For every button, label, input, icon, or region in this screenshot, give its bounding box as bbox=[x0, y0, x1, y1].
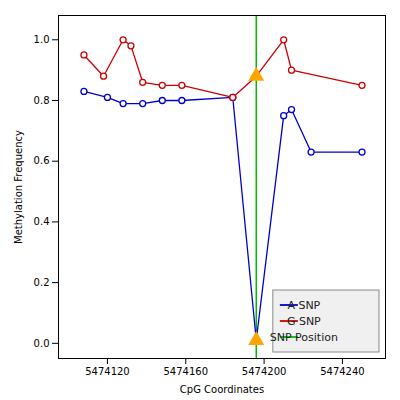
svg-text:0.0: 0.0 bbox=[34, 338, 50, 349]
svg-text:0.4: 0.4 bbox=[34, 216, 50, 227]
svg-text:A SNP: A SNP bbox=[287, 299, 320, 312]
svg-text:G SNP: G SNP bbox=[287, 315, 321, 328]
svg-text:SNP Position: SNP Position bbox=[270, 331, 338, 344]
svg-text:5474240: 5474240 bbox=[320, 366, 365, 377]
svg-text:1.0: 1.0 bbox=[34, 34, 50, 45]
svg-text:5474200: 5474200 bbox=[242, 366, 287, 377]
svg-text:0.2: 0.2 bbox=[34, 277, 50, 288]
svg-text:0.6: 0.6 bbox=[34, 155, 50, 166]
svg-text:0.8: 0.8 bbox=[34, 95, 50, 106]
svg-text:Methylation Frequency: Methylation Frequency bbox=[13, 130, 24, 244]
svg-text:CpG Coordinates: CpG Coordinates bbox=[180, 384, 264, 395]
svg-text:5474120: 5474120 bbox=[85, 366, 130, 377]
svg-text:5474160: 5474160 bbox=[164, 366, 209, 377]
